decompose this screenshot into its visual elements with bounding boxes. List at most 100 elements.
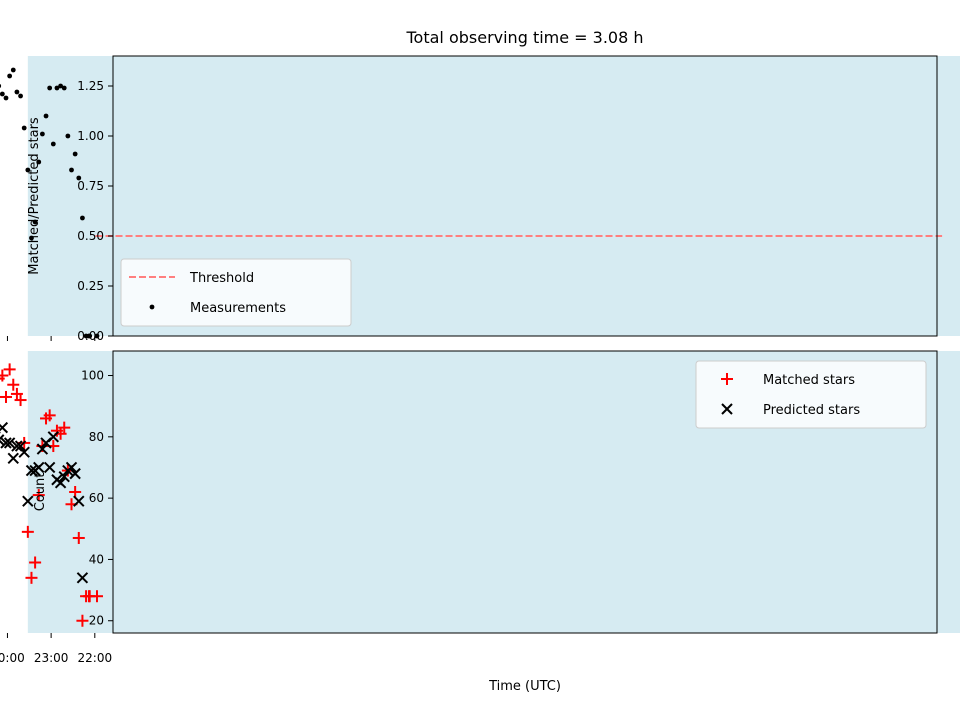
- predicted-star-point: [14, 440, 27, 452]
- matched-star-point: [32, 489, 45, 502]
- matched-star-point: [29, 556, 42, 569]
- predicted-marker-b: [22, 495, 34, 507]
- p0-legend-measurements-label: Measurements: [190, 301, 286, 316]
- measurement-point: [25, 167, 31, 173]
- predicted-marker-b: [40, 437, 52, 449]
- measurement-point: [72, 151, 78, 157]
- measurement-point: [21, 125, 27, 131]
- p0-x-ticks: [6, 336, 96, 341]
- chart-title: Total observing time = 3.08 h: [405, 28, 643, 47]
- predicted-marker-b: [76, 572, 89, 584]
- predicted-star-point: [58, 470, 70, 483]
- measurement-point: [94, 333, 100, 339]
- matched-star-point: [0, 377, 5, 380]
- predicted-star-point: [29, 464, 41, 477]
- p0-data-marks: [0, 67, 943, 339]
- measurement-point: [61, 85, 67, 91]
- p0-y-tick-label: 1.25: [77, 79, 104, 93]
- p0-y-ticks: 0.00 0.25 0.50 0.75 1.00 1.25: [77, 79, 113, 343]
- predicted-marker-b: [62, 464, 74, 477]
- p1-legend-matched-swatch: [721, 373, 733, 385]
- p1-y-tick-label: 20: [89, 614, 104, 628]
- matched-star-point: [7, 378, 20, 391]
- predicted-star-point: [0, 421, 9, 434]
- measurement-point: [54, 85, 60, 91]
- x-tick-label: 23:00: [34, 651, 69, 665]
- predicted-marker-b: [58, 470, 70, 483]
- p0-y-tick-label: 0.50: [77, 229, 104, 243]
- predicted-star-point: [0, 434, 5, 446]
- measurement-point: [10, 67, 16, 73]
- p0-legend-measurements-swatch: [149, 304, 155, 310]
- measurement-point: [83, 333, 89, 339]
- matched-star-point: [25, 571, 38, 584]
- predicted-marker-b: [11, 440, 23, 452]
- predicted-star-point: [36, 443, 49, 455]
- measurement-point: [14, 89, 20, 95]
- predicted-star-point: [51, 474, 63, 486]
- predicted-star-point: [62, 464, 74, 477]
- p1-legend-predicted-label: Predicted stars: [763, 403, 860, 418]
- p0-y-axis-label: Matched/Predicted stars: [27, 117, 42, 275]
- matched-star-point: [76, 614, 89, 627]
- matched-star-point: [72, 531, 85, 544]
- p0-axes-frame: [112, 55, 938, 337]
- matched-star-point: [14, 394, 27, 407]
- p1-legend-box: [695, 360, 927, 429]
- p0-y-tick-label: 0.00: [77, 329, 104, 343]
- predicted-star-point: [3, 437, 16, 449]
- ratio-panel: 0.00 0.25 0.50 0.75 1.00 1.25 Matched/Predict…: [0, 55, 960, 343]
- predicted-marker-b: [36, 443, 49, 455]
- predicted-marker-b: [0, 437, 12, 449]
- measurement-point: [47, 85, 53, 91]
- predicted-marker-b: [25, 464, 38, 477]
- matched-star-point: [10, 387, 23, 400]
- p0-legend: Threshold Measurements: [120, 258, 352, 327]
- p0-y-tick-label: 0.75: [77, 179, 104, 193]
- predicted-marker-b: [3, 437, 16, 449]
- predicted-marker-b: [0, 434, 5, 441]
- p1-legend-predicted-swatch: [721, 403, 733, 415]
- predicted-star-point: [73, 495, 85, 507]
- predicted-star-point: [76, 572, 89, 584]
- p1-axes-frame: [112, 350, 938, 634]
- predicted-star-point: [69, 467, 81, 480]
- measurement-point: [18, 93, 23, 99]
- matched-star-point: [80, 590, 93, 603]
- measurement-point: [76, 175, 82, 181]
- measurement-point: [50, 141, 56, 147]
- matched-star-point: [58, 421, 71, 434]
- predicted-star-point: [7, 452, 19, 464]
- predicted-marker-b: [0, 421, 9, 432]
- p1-y-tick-label: 80: [89, 430, 104, 444]
- predicted-star-point: [22, 495, 34, 507]
- p1-y-axis-label: Count: [33, 473, 48, 512]
- predicted-marker-a: [0, 439, 5, 446]
- p1-legend-matched-label: Matched stars: [763, 373, 855, 388]
- x-axis-label: Time (UTC): [488, 679, 561, 694]
- predicted-star-point: [43, 461, 56, 474]
- p1-y-tick-label: 40: [89, 552, 104, 566]
- predicted-marker-b: [51, 474, 63, 486]
- p1-y-ticks: 20 40 60 80 100: [81, 369, 113, 628]
- p0-legend-box: [120, 258, 352, 327]
- measurement-point: [65, 133, 71, 139]
- x-tick-label: 22:00: [78, 651, 113, 665]
- matched-star-point: [0, 390, 12, 403]
- matched-star-point: [21, 525, 34, 538]
- predicted-marker-b: [73, 495, 85, 507]
- predicted-marker-b: [29, 464, 41, 477]
- measurement-point: [58, 83, 63, 89]
- predicted-star-point: [0, 437, 12, 449]
- predicted-star-point: [40, 437, 52, 449]
- p1-data-marks: [0, 363, 103, 627]
- measurement-point: [29, 235, 34, 241]
- measurement-point: [0, 83, 2, 89]
- predicted-star-point: [11, 440, 23, 452]
- measurement-point: [80, 215, 85, 221]
- p0-y-tick-label: 1.00: [77, 129, 104, 143]
- p1-legend: Matched stars Predicted stars: [695, 360, 927, 429]
